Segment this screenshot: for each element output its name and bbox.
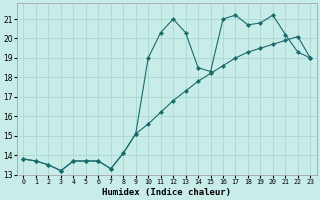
X-axis label: Humidex (Indice chaleur): Humidex (Indice chaleur) xyxy=(102,188,231,197)
